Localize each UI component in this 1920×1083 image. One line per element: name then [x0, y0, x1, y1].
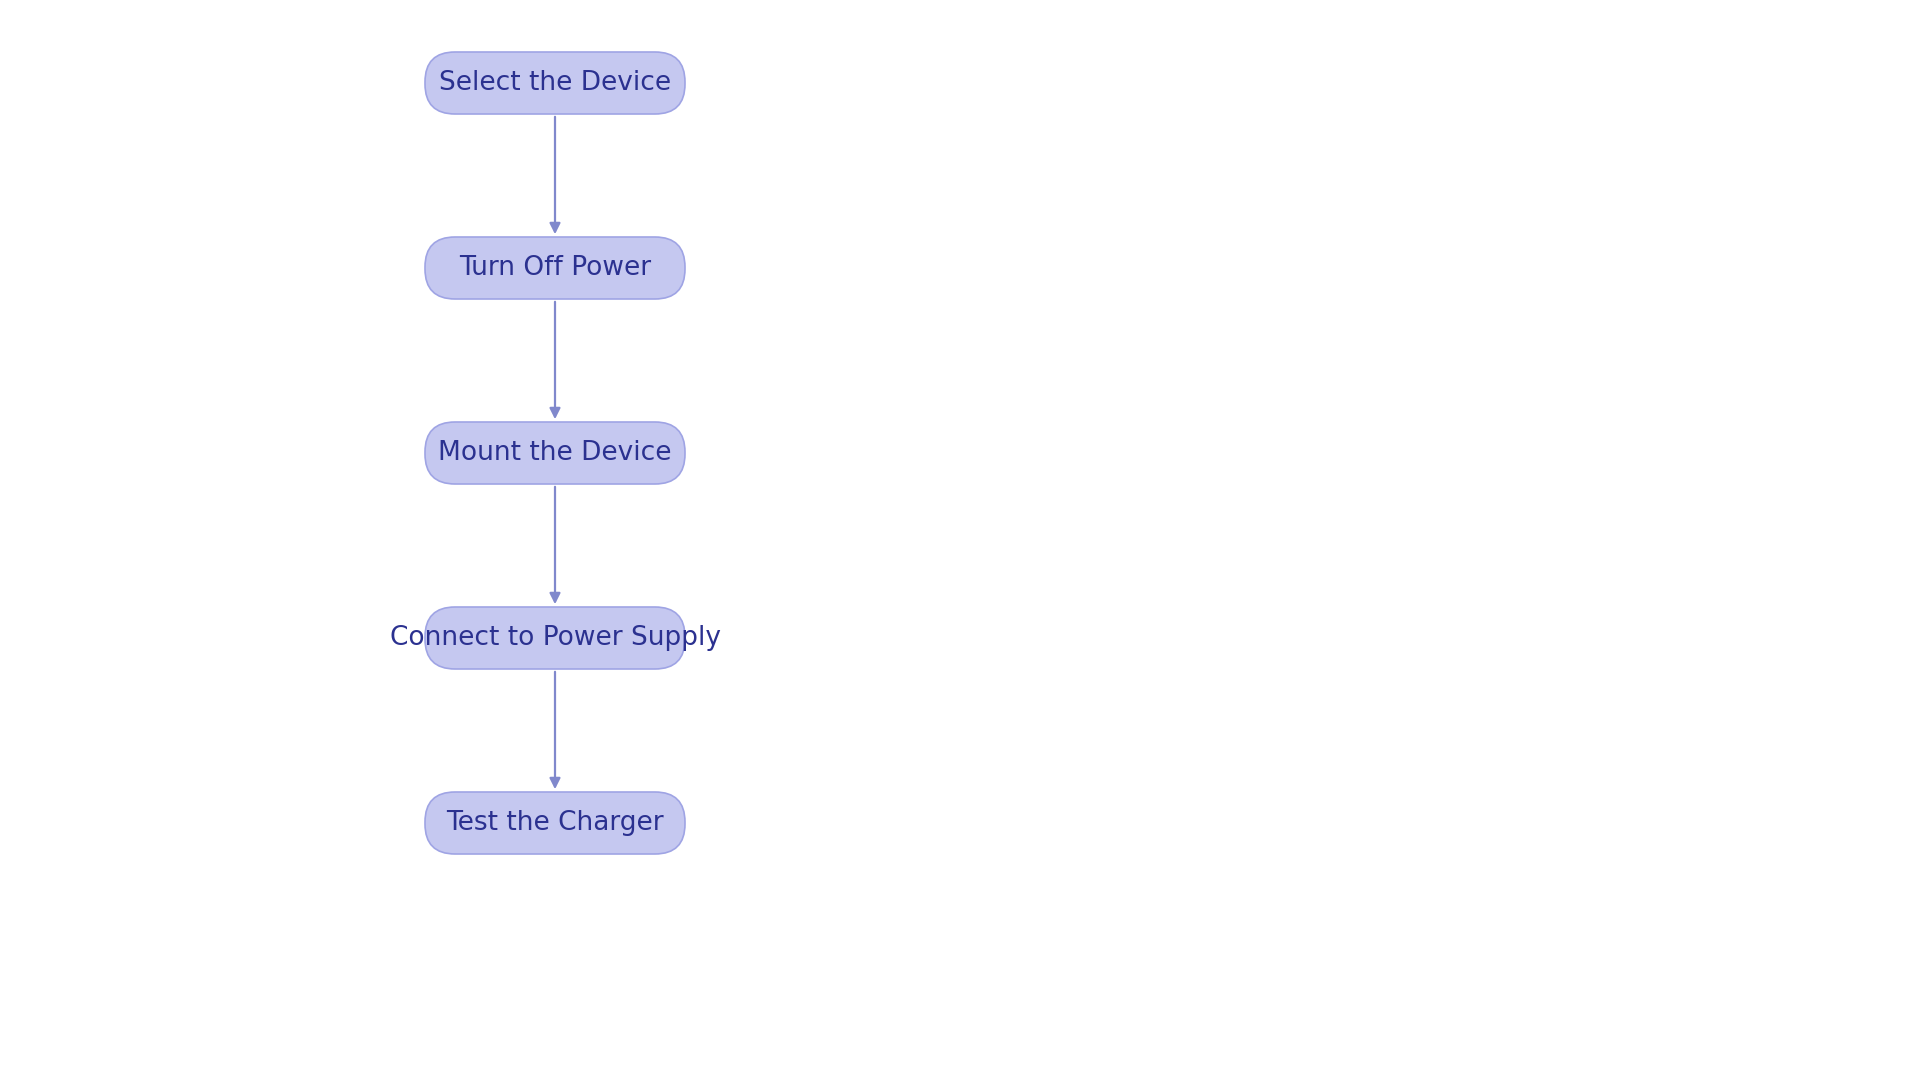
FancyBboxPatch shape	[424, 52, 685, 114]
Text: Turn Off Power: Turn Off Power	[459, 255, 651, 280]
FancyBboxPatch shape	[424, 606, 685, 669]
Text: Select the Device: Select the Device	[440, 70, 672, 96]
FancyBboxPatch shape	[424, 792, 685, 854]
Text: Mount the Device: Mount the Device	[438, 440, 672, 466]
Text: Connect to Power Supply: Connect to Power Supply	[390, 625, 720, 651]
FancyBboxPatch shape	[424, 237, 685, 299]
FancyBboxPatch shape	[424, 422, 685, 484]
Text: Test the Charger: Test the Charger	[445, 810, 664, 836]
